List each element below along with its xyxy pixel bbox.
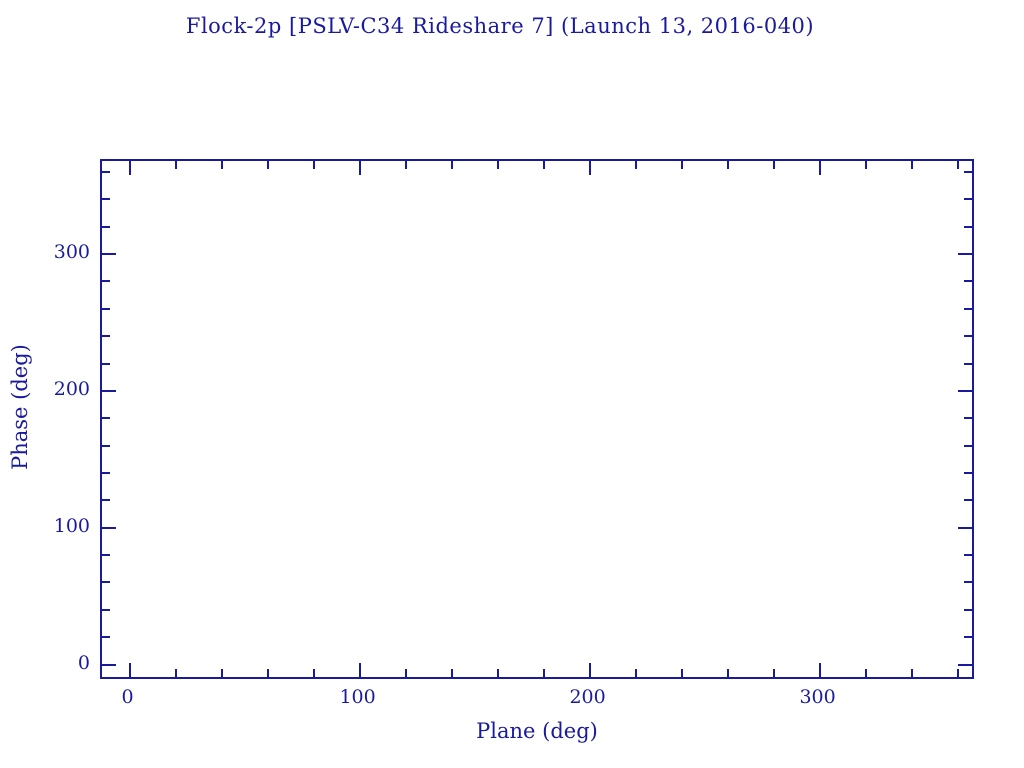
chart-title: Flock-2p [PSLV-C34 Rideshare 7] (Launch … <box>185 14 815 38</box>
x-axis-tick <box>680 161 683 169</box>
y-axis-tick <box>102 417 110 420</box>
x-axis-tick <box>496 669 499 677</box>
y-axis-tick <box>102 526 116 529</box>
x-axis-tick <box>128 161 131 175</box>
x-axis-tick <box>358 663 361 677</box>
y-axis-tick-label: 200 <box>53 377 90 400</box>
y-axis-tick <box>964 417 972 420</box>
y-axis-tick <box>102 225 110 228</box>
x-axis-tick-label: 100 <box>339 686 376 708</box>
x-axis-tick <box>542 669 545 677</box>
x-axis-tick <box>174 161 177 169</box>
y-axis-tick <box>964 170 972 173</box>
y-axis-tick-label: 100 <box>53 514 90 537</box>
y-axis-tick <box>964 608 972 611</box>
y-axis-tick <box>102 389 116 392</box>
x-axis-tick <box>496 161 499 169</box>
y-axis-tick <box>964 499 972 502</box>
y-axis-tick-label: 300 <box>53 241 90 264</box>
plot-area <box>100 159 974 679</box>
x-axis-tick <box>726 161 729 169</box>
x-axis-tick <box>634 161 637 169</box>
y-axis-tick-labels: 0 100 200 300 <box>0 0 90 768</box>
x-axis-tick <box>772 669 775 677</box>
x-axis-tick <box>818 161 821 175</box>
y-axis-tick <box>102 554 110 557</box>
y-axis-tick <box>964 307 972 310</box>
y-axis-tick <box>102 444 110 447</box>
x-axis-tick <box>312 669 315 677</box>
y-axis-tick <box>964 280 972 283</box>
y-axis-tick <box>102 280 110 283</box>
y-axis-title: Phase (deg) <box>8 344 32 470</box>
y-axis-tick <box>102 198 110 201</box>
y-axis-tick <box>958 526 972 529</box>
y-axis-tick <box>102 307 110 310</box>
x-axis-tick <box>726 669 729 677</box>
y-axis-tick <box>102 170 110 173</box>
y-axis-tick <box>102 663 116 666</box>
y-axis-tick <box>964 636 972 639</box>
x-axis-tick <box>404 669 407 677</box>
y-axis-tick <box>958 663 972 666</box>
x-axis-tick-label: 300 <box>799 686 836 708</box>
x-axis-tick <box>818 663 821 677</box>
x-axis-tick <box>772 161 775 169</box>
plot-canvas <box>102 161 972 677</box>
x-axis-tick <box>588 161 591 175</box>
y-axis-tick <box>964 444 972 447</box>
x-axis-tick <box>680 669 683 677</box>
x-axis-tick <box>266 161 269 169</box>
y-axis-tick <box>102 581 110 584</box>
x-axis-tick <box>174 669 177 677</box>
y-axis-tick <box>964 581 972 584</box>
x-axis-tick <box>450 669 453 677</box>
y-axis-tick <box>964 472 972 474</box>
x-axis-tick <box>956 669 959 677</box>
x-axis-tick <box>220 669 223 677</box>
x-axis-tick <box>404 161 407 169</box>
x-axis-tick <box>220 161 223 169</box>
y-axis-tick <box>102 472 110 474</box>
x-axis-tick <box>542 161 545 169</box>
y-axis-tick-label: 0 <box>77 651 90 674</box>
x-axis-tick <box>634 669 637 677</box>
x-axis-tick-label: 0 <box>121 686 134 708</box>
y-axis-tick <box>102 608 110 611</box>
x-axis-tick <box>128 663 131 677</box>
x-axis-tick <box>956 161 959 169</box>
x-axis-tick <box>450 161 453 169</box>
y-axis-tick <box>102 253 116 256</box>
y-axis-tick <box>964 225 972 228</box>
x-axis-tick <box>266 669 269 677</box>
y-axis-tick <box>102 499 110 502</box>
x-axis-tick-label: 200 <box>569 686 606 708</box>
y-axis-tick <box>102 335 110 338</box>
y-axis-tick <box>958 253 972 256</box>
x-axis-tick <box>312 161 315 169</box>
y-axis-tick <box>964 198 972 201</box>
y-axis-tick <box>102 362 110 365</box>
y-axis-tick <box>964 335 972 338</box>
x-axis-tick <box>358 161 361 175</box>
y-axis-tick <box>964 554 972 557</box>
y-axis-tick <box>964 362 972 365</box>
x-axis-tick <box>588 663 591 677</box>
x-axis-tick <box>864 161 867 169</box>
y-axis-tick <box>958 389 972 392</box>
x-axis-tick <box>910 669 913 677</box>
y-axis-tick <box>102 636 110 639</box>
x-axis-tick <box>910 161 913 169</box>
x-axis-title: Plane (deg) <box>476 719 598 743</box>
x-axis-tick <box>864 669 867 677</box>
